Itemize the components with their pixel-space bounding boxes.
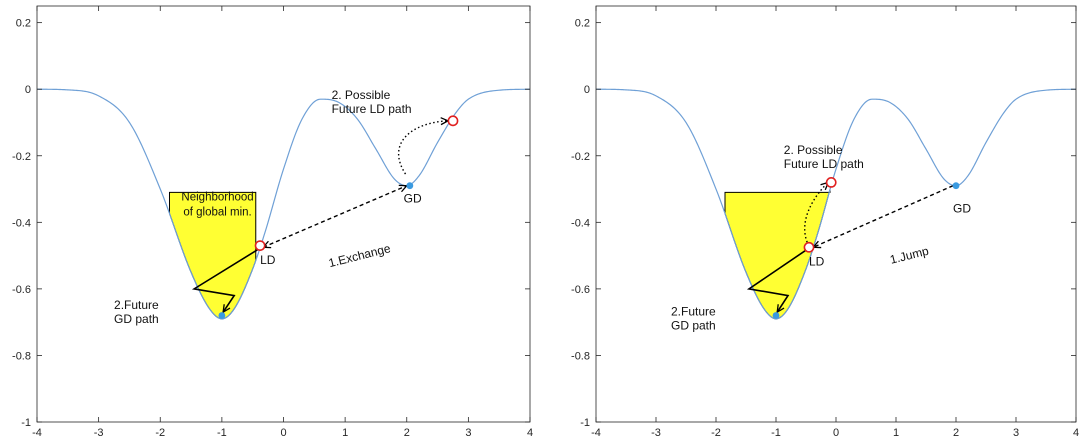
x-tick-label: -3 [94, 427, 104, 439]
annotation-4: LD [809, 255, 825, 269]
annotation-line: Future LD path [784, 157, 864, 171]
x-tick-label: -2 [155, 427, 165, 439]
x-tick-label: -3 [651, 427, 661, 439]
y-tick-label: -0.6 [12, 284, 31, 296]
annotation-1: 2. Possible Future LD path [784, 143, 864, 171]
y-tick-label: -0.6 [571, 284, 590, 296]
x-tick-label: 4 [527, 427, 533, 439]
x-tick-label: 2 [953, 427, 959, 439]
annotation-line: GD path [671, 319, 716, 333]
arrow-head [222, 304, 231, 314]
annotation-line: GD [404, 191, 422, 205]
solid-path-3 [191, 248, 260, 313]
annotation-line: LD [260, 253, 276, 267]
annotation-line: 2.Future [114, 298, 159, 312]
x-tick-label: -4 [591, 427, 601, 439]
point-4 [772, 312, 780, 319]
x-tick-label: 3 [1013, 427, 1019, 439]
x-tick-label: -1 [771, 427, 781, 439]
annotation-3: GD [404, 191, 422, 205]
annotation-3: GD [953, 201, 971, 215]
annotation-4: LD [260, 253, 276, 267]
annotation-1: 2. Possible Future LD path [332, 88, 412, 116]
y-tick-label: 0 [584, 84, 590, 96]
x-tick-label: 1 [342, 427, 348, 439]
x-tick-label: -2 [711, 427, 721, 439]
y-tick-label: 0.2 [575, 18, 590, 30]
solid-path-3 [746, 248, 809, 313]
y-tick-label: -0.2 [12, 151, 31, 163]
energy-curve [36, 88, 531, 320]
annotation-line: 2. Possible [784, 143, 843, 157]
x-tick-label: -1 [217, 427, 227, 439]
dashed-path-1 [262, 185, 408, 248]
gd-point [952, 182, 960, 190]
y-tick-label: -1 [580, 417, 590, 429]
plot-area [37, 6, 530, 422]
gd-point [406, 182, 414, 190]
y-tick-label: -1 [21, 417, 31, 429]
annotation-5: 2.Future GD path [671, 305, 716, 333]
x-tick-label: 4 [1073, 427, 1079, 439]
x-tick-label: 0 [280, 427, 286, 439]
dashed-path-1 [812, 185, 954, 248]
annotation-line: GD path [114, 312, 159, 326]
x-tick-label: 3 [465, 427, 471, 439]
y-tick-label: -0.4 [12, 217, 31, 229]
region-label: Neighborhood [181, 192, 253, 204]
y-tick-label: -0.2 [571, 151, 590, 163]
annotation-line: 2. Possible [332, 88, 391, 102]
y-tick-label: -0.8 [12, 350, 31, 362]
annotation-5: 2.Future GD path [114, 298, 159, 326]
plot-area [596, 6, 1076, 422]
x-tick-label: 1 [893, 427, 899, 439]
dotted-path-2 [398, 120, 449, 175]
x-tick-label: 0 [833, 427, 839, 439]
arrow-head [776, 304, 785, 314]
annotation-line: Future LD path [332, 102, 412, 116]
ld-point [803, 241, 815, 253]
x-tick-label: 2 [404, 427, 410, 439]
x-tick-label: -4 [32, 427, 42, 439]
annotation-line: GD [953, 201, 971, 215]
point-3 [825, 176, 837, 188]
y-tick-label: 0.2 [16, 18, 31, 30]
y-tick-label: -0.8 [571, 350, 590, 362]
ld-point [254, 240, 266, 252]
energy-curve [595, 88, 1077, 320]
point-3 [447, 115, 459, 127]
point-4 [218, 312, 226, 319]
annotation-line: 2.Future [671, 305, 716, 319]
y-tick-label: -0.4 [571, 217, 590, 229]
chart-panel-2: 2. Possible Future LD path1.JumpGDLD2.Fut… [571, 5, 1079, 439]
region-label: of global min. [183, 207, 251, 219]
chart-panel-1: Neighborhood of global min. 2. Possible Fut… [12, 5, 533, 439]
y-tick-label: 0 [25, 84, 31, 96]
annotation-line: LD [809, 255, 825, 269]
